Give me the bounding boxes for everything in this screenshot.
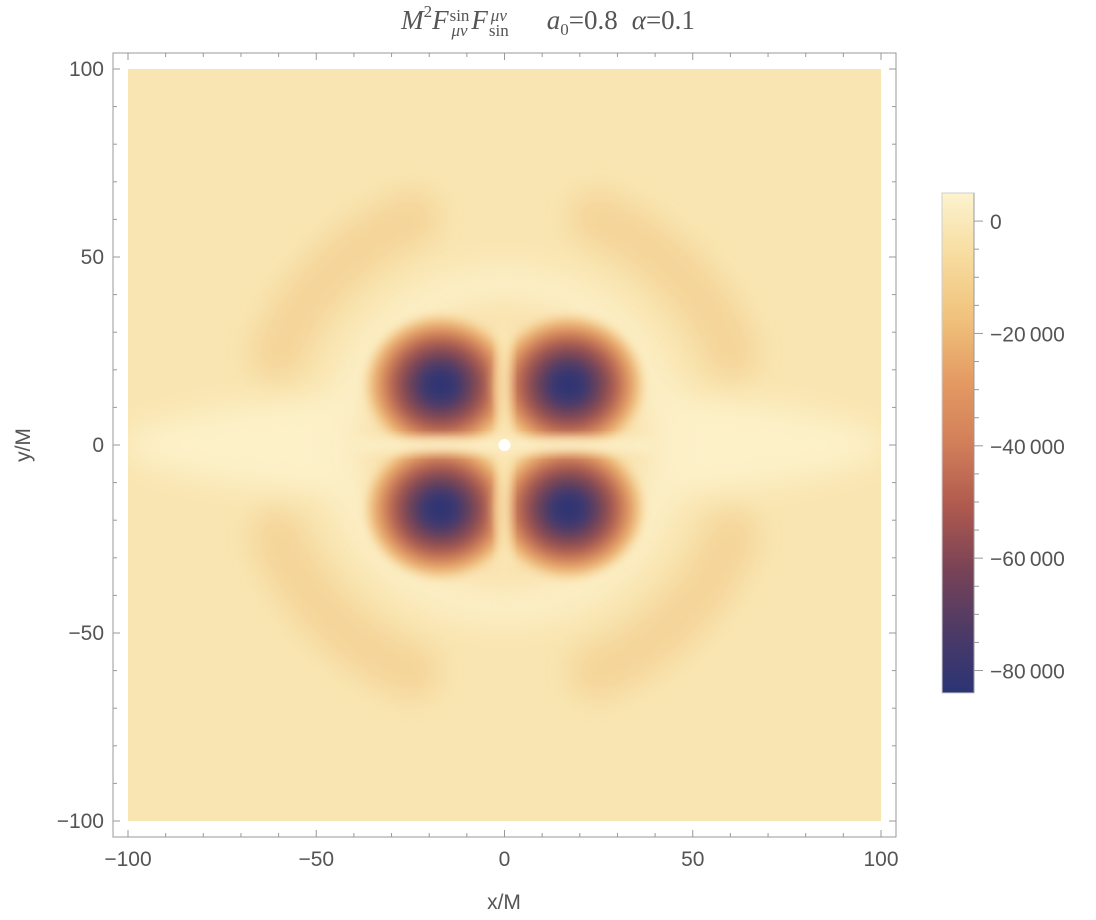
colorbar-tick-label: −20 000 <box>990 323 1065 346</box>
title-F1-sub: μν <box>451 20 468 40</box>
title-param-a-sub: 0 <box>560 20 569 39</box>
title-F1-sup: sin <box>449 5 470 25</box>
heatmap-outer-ring-arc <box>568 190 759 381</box>
y-tick-label: 100 <box>69 58 104 81</box>
colorbar-tick-label: −40 000 <box>990 436 1065 459</box>
title-param-a-value: =0.8 <box>568 5 618 35</box>
y-tick-label: −100 <box>57 810 104 833</box>
y-tick-label: −50 <box>68 622 104 645</box>
title-param-a: a <box>546 5 561 35</box>
heatmap-lobe <box>490 312 647 457</box>
x-tick-label: −50 <box>298 848 334 871</box>
title-param-alpha: α <box>631 5 646 35</box>
colorbar-tick-label: −60 000 <box>990 548 1065 571</box>
title-M-exponent: 2 <box>423 2 433 21</box>
heatmap-lobe <box>362 312 519 457</box>
heatmap-lobe <box>362 436 519 581</box>
y-tick-label: 50 <box>81 246 104 269</box>
x-tick-label: −100 <box>104 848 151 871</box>
colorbar <box>942 193 974 693</box>
heatmap-lobe <box>490 436 647 581</box>
title-F2-indices: μν sin <box>488 5 509 40</box>
x-tick-label: 50 <box>681 848 704 871</box>
colorbar-tick-label: 0 <box>990 211 1002 234</box>
y-axis-label: y/M <box>12 428 35 462</box>
heatmap-outer-ring-arc <box>568 509 759 700</box>
heatmap-outer-ring-arc <box>250 509 441 700</box>
colorbar-tick-label: −80 000 <box>990 661 1065 684</box>
title-F2-sub: sin <box>488 20 509 40</box>
title-F1: F <box>432 5 449 35</box>
y-tick-label: 0 <box>92 434 104 457</box>
x-tick-label: 0 <box>499 848 511 871</box>
title-F1-indices: sin μν <box>449 5 470 40</box>
x-axis-label: x/M <box>487 891 521 914</box>
title-F2-sup: μν <box>490 5 507 25</box>
title-M: M <box>401 5 424 35</box>
horizon-marker <box>498 439 511 451</box>
heatmap-outer-ring-arc <box>250 190 441 381</box>
x-tick-label: 100 <box>863 848 898 871</box>
title-param-alpha-value: =0.1 <box>645 5 695 35</box>
title-F2: F <box>471 5 488 35</box>
